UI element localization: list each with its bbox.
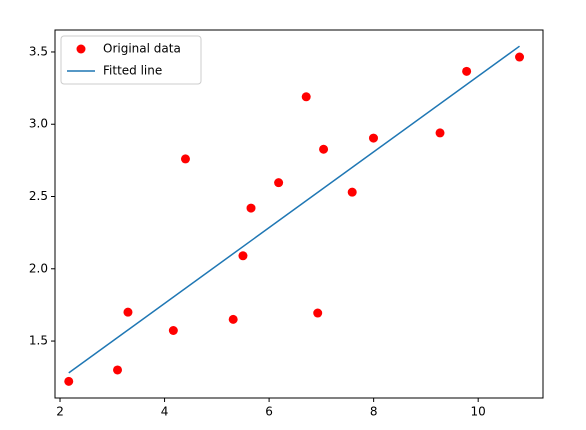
x-tick-label: 10 xyxy=(471,405,486,419)
fitted-line xyxy=(68,45,520,374)
data-point xyxy=(462,66,472,76)
y-tick-label: 1.5 xyxy=(29,334,48,348)
data-point xyxy=(515,52,525,62)
axes-frame xyxy=(54,29,544,399)
data-point xyxy=(64,376,74,386)
data-point xyxy=(238,251,248,261)
data-point xyxy=(319,144,329,154)
data-point xyxy=(123,307,133,317)
x-tick-label: 4 xyxy=(161,405,169,419)
legend-box xyxy=(60,35,202,85)
data-point xyxy=(228,314,238,324)
data-point xyxy=(435,128,445,138)
legend-label: Original data xyxy=(103,42,181,56)
data-point xyxy=(180,154,190,164)
data-point xyxy=(168,325,178,335)
data-point xyxy=(368,133,378,143)
y-tick-label: 2.0 xyxy=(29,261,48,275)
x-tick-label: 6 xyxy=(265,405,273,419)
data-point xyxy=(274,178,284,188)
x-tick-label: 2 xyxy=(56,405,64,419)
data-point xyxy=(313,308,323,318)
data-point xyxy=(301,92,311,102)
data-point xyxy=(246,203,256,213)
y-tick-label: 3.5 xyxy=(29,44,48,58)
legend-label: Fitted line xyxy=(103,64,162,78)
y-tick-label: 3.0 xyxy=(29,117,48,131)
x-tick-label: 8 xyxy=(370,405,378,419)
data-point xyxy=(113,365,123,375)
legend-marker xyxy=(76,44,86,54)
y-tick-label: 2.5 xyxy=(29,189,48,203)
data-point xyxy=(347,187,357,197)
